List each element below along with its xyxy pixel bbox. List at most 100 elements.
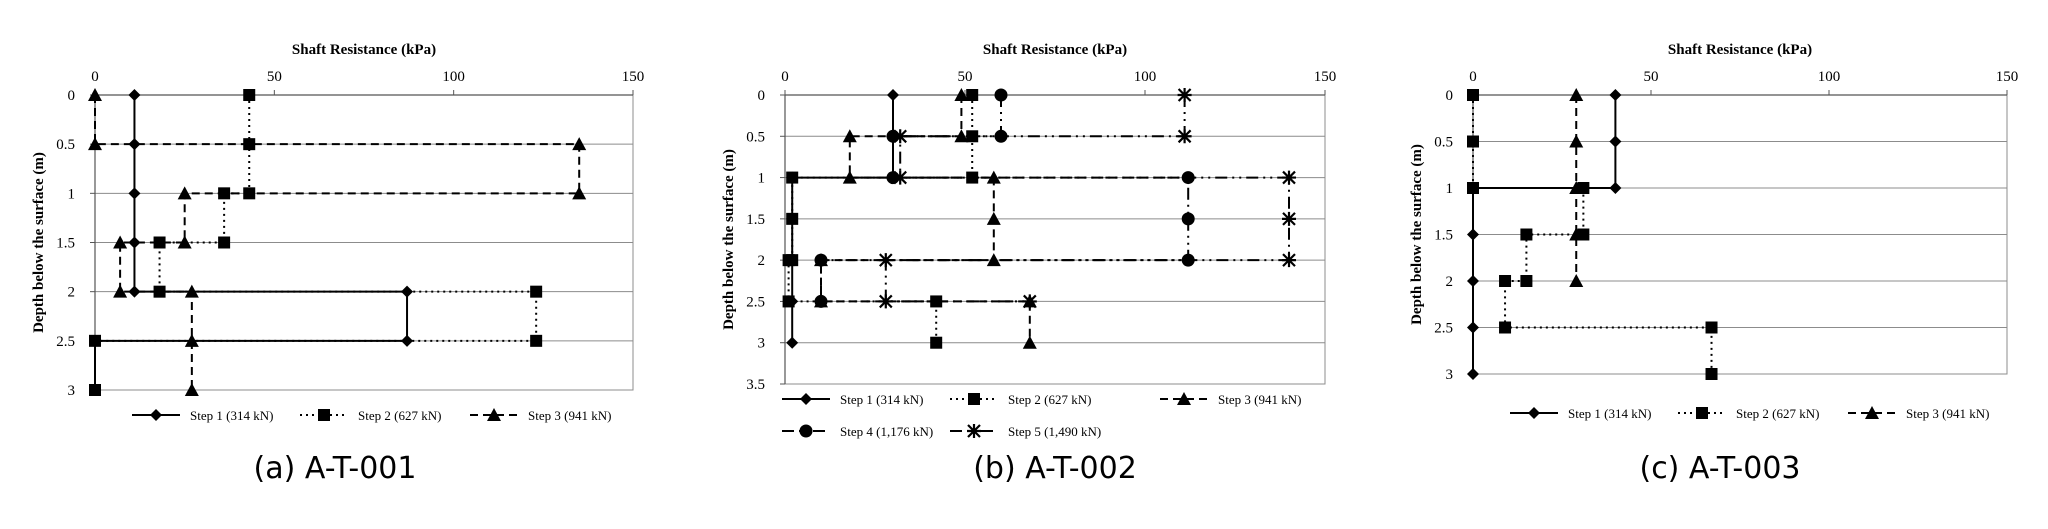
data-point (243, 89, 256, 101)
figure-caption: (b) A-T-002 (973, 451, 1137, 486)
y-tick-label: 0.5 (56, 137, 75, 153)
legend-marker (487, 408, 501, 421)
data-point (1467, 182, 1479, 194)
data-point (1569, 134, 1584, 148)
y-tick-label: 1 (1446, 181, 1454, 197)
legend-label: Step 1 (314 kN) (1568, 406, 1651, 421)
x-axis-title: Shaft Resistance (kPa) (1668, 42, 1812, 58)
data-point (184, 284, 199, 298)
data-point (1609, 89, 1622, 101)
data-point (1705, 321, 1718, 334)
data-point (893, 129, 908, 144)
data-point (128, 138, 141, 151)
data-point (1609, 135, 1622, 148)
x-axis-title: Shaft Resistance (kPa) (292, 42, 436, 58)
x-tick-label: 100 (442, 69, 465, 85)
legend-entry: Step 2 (627 kN) (300, 408, 441, 423)
data-point (177, 186, 192, 200)
data-point (1467, 89, 1479, 101)
y-tick-label: 3 (68, 383, 76, 399)
legend-entry: Step 2 (627 kN) (950, 392, 1091, 407)
series-3 (1569, 88, 1584, 287)
data-point (893, 170, 908, 185)
data-point (878, 294, 893, 309)
data-point (1467, 135, 1479, 148)
data-point (1569, 181, 1584, 194)
data-point (887, 89, 899, 101)
data-point (1520, 228, 1533, 241)
data-point (113, 235, 128, 249)
data-point (1569, 274, 1584, 287)
data-point (786, 171, 799, 184)
data-point (1181, 212, 1195, 226)
legend-label: Step 1 (314 kN) (840, 392, 923, 407)
legend-marker (1528, 407, 1540, 419)
legend-marker (150, 409, 162, 421)
data-point (88, 88, 102, 101)
data-point (177, 235, 192, 249)
legend-label: Step 5 (1,490 kN) (1008, 424, 1101, 439)
x-tick-label: 50 (958, 69, 973, 85)
y-tick-label: 1.5 (56, 236, 75, 252)
data-point (1022, 335, 1037, 349)
data-point (786, 212, 799, 225)
legend-label: Step 3 (941 kN) (1906, 406, 1989, 421)
series-line (1472, 95, 1617, 374)
data-point (88, 137, 102, 151)
data-point (530, 285, 543, 298)
legend-entry: Step 4 (1,176 kN) (782, 424, 933, 439)
data-point (1467, 228, 1479, 241)
data-point (814, 253, 828, 267)
legend-label: Step 3 (941 kN) (1218, 392, 1301, 407)
data-point (1177, 129, 1192, 144)
legend-marker (967, 424, 981, 438)
data-point (128, 285, 141, 298)
y-tick-label: 3 (1446, 367, 1454, 383)
data-point (1467, 368, 1479, 380)
data-point (1705, 368, 1718, 380)
data-point (1499, 321, 1512, 334)
figure-caption: (c) A-T-003 (1639, 451, 1800, 486)
legend-label: Step 3 (941 kN) (528, 408, 611, 423)
data-point (878, 253, 893, 268)
data-point (1177, 88, 1192, 102)
data-point (153, 285, 166, 298)
x-tick-label: 150 (1996, 69, 2019, 85)
data-point (572, 137, 587, 151)
chart-c: 0 50 100 150 0 0.5 1 1.5 2 2.5 3 Shaft Resistance (… (1409, 42, 2018, 486)
data-point (782, 295, 795, 308)
series-line (94, 95, 538, 390)
y-tick-label: 0 (68, 88, 76, 104)
data-point (184, 333, 199, 347)
y-tick-label: 2.5 (56, 334, 75, 350)
legend-label: Step 1 (314 kN) (190, 408, 273, 423)
data-point (153, 236, 166, 249)
legend-marker (1865, 406, 1879, 419)
data-point (842, 170, 857, 184)
legend-marker (1696, 407, 1708, 419)
y-tick-label: 0 (1446, 88, 1454, 104)
data-point (782, 254, 795, 267)
series-line (94, 95, 581, 390)
data-point (243, 138, 256, 151)
legend-marker (968, 393, 980, 405)
chart-b: 0 50 100 150 0 0.5 1 1.5 2 2.5 3 3.5 Shaft Resistanc… (721, 42, 1336, 486)
data-point (842, 129, 857, 143)
data-point (966, 89, 979, 101)
x-tick-label: 0 (91, 69, 99, 85)
legend-marker (1177, 392, 1191, 405)
legend-label: Step 2 (627 kN) (1008, 392, 1091, 407)
y-tick-label: 3.5 (746, 377, 765, 393)
data-point (1282, 253, 1296, 268)
series-2 (1467, 89, 1718, 380)
y-tick-label: 2 (758, 253, 766, 269)
legend-marker (800, 393, 812, 405)
legend-label: Step 2 (627 kN) (1736, 406, 1819, 421)
data-point (1282, 211, 1296, 226)
x-tick-label: 50 (1644, 69, 1659, 85)
legend-entry: Step 1 (314 kN) (782, 392, 923, 407)
data-point (530, 334, 543, 347)
data-point (184, 383, 199, 396)
y-tick-label: 2.5 (746, 294, 765, 310)
